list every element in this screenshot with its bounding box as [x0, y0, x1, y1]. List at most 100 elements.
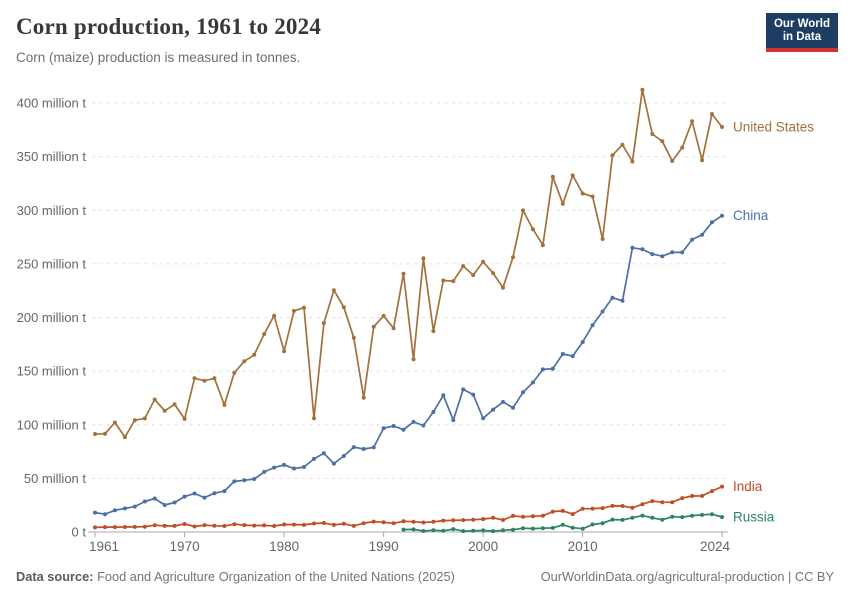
series-point-china[interactable]	[192, 491, 197, 496]
series-point-china[interactable]	[142, 499, 147, 504]
series-point-china[interactable]	[710, 220, 714, 225]
series-point-united-states[interactable]	[431, 329, 436, 334]
series-point-china[interactable]	[112, 508, 117, 513]
series-point-united-states[interactable]	[302, 305, 306, 310]
series-point-india[interactable]	[361, 521, 366, 526]
series-point-russia[interactable]	[511, 527, 515, 532]
series-point-china[interactable]	[341, 454, 346, 458]
series-point-india[interactable]	[252, 523, 257, 528]
series-point-india[interactable]	[312, 521, 316, 526]
series-label-russia[interactable]: Russia	[733, 509, 775, 524]
series-point-united-states[interactable]	[650, 132, 655, 136]
series-point-united-states[interactable]	[371, 324, 376, 329]
series-point-united-states[interactable]	[361, 395, 366, 400]
series-point-united-states[interactable]	[162, 408, 167, 413]
series-point-china[interactable]	[262, 469, 267, 474]
series-point-india[interactable]	[511, 513, 515, 518]
series-point-india[interactable]	[381, 520, 386, 525]
series-line-china[interactable]	[94, 214, 723, 516]
series-point-china[interactable]	[670, 250, 675, 255]
series-point-china[interactable]	[122, 506, 127, 511]
series-point-china[interactable]	[351, 445, 356, 450]
series-point-united-states[interactable]	[620, 142, 625, 147]
series-point-china[interactable]	[361, 447, 366, 451]
series-point-china[interactable]	[530, 380, 535, 385]
series-point-india[interactable]	[302, 522, 306, 527]
series-point-united-states[interactable]	[550, 174, 555, 179]
series-point-china[interactable]	[202, 495, 207, 500]
series-point-india[interactable]	[421, 520, 426, 525]
series-point-united-states[interactable]	[630, 159, 635, 164]
series-point-india[interactable]	[152, 523, 157, 528]
series-point-india[interactable]	[570, 512, 575, 517]
series-point-india[interactable]	[580, 506, 585, 511]
series-point-united-states[interactable]	[720, 125, 724, 129]
series-point-united-states[interactable]	[610, 153, 615, 158]
series-point-india[interactable]	[660, 500, 665, 505]
series-point-india[interactable]	[620, 504, 625, 508]
series-point-russia[interactable]	[550, 525, 555, 530]
series-point-china[interactable]	[650, 252, 655, 257]
series-point-india[interactable]	[610, 503, 615, 508]
series-point-united-states[interactable]	[481, 259, 486, 264]
series-point-united-states[interactable]	[222, 402, 227, 407]
series-point-united-states[interactable]	[212, 376, 217, 381]
series-point-india[interactable]	[272, 524, 277, 528]
series-point-china[interactable]	[600, 309, 605, 314]
series-point-china[interactable]	[312, 456, 316, 461]
series-point-india[interactable]	[530, 514, 535, 519]
series-point-united-states[interactable]	[391, 326, 396, 331]
series-point-china[interactable]	[292, 466, 296, 471]
series-point-united-states[interactable]	[262, 332, 267, 336]
series-point-united-states[interactable]	[521, 208, 525, 213]
series-point-china[interactable]	[640, 247, 645, 252]
series-point-india[interactable]	[690, 494, 695, 498]
series-point-russia[interactable]	[530, 526, 535, 531]
series-point-united-states[interactable]	[292, 308, 296, 313]
series-point-india[interactable]	[630, 505, 635, 510]
series-point-india[interactable]	[371, 519, 376, 524]
series-point-russia[interactable]	[610, 517, 615, 522]
series-point-china[interactable]	[252, 477, 257, 481]
series-point-china[interactable]	[431, 409, 436, 414]
series-point-china[interactable]	[560, 352, 565, 356]
series-point-india[interactable]	[321, 521, 326, 525]
series-point-india[interactable]	[202, 523, 207, 528]
series-label-india[interactable]: India	[733, 479, 763, 494]
series-point-united-states[interactable]	[461, 264, 466, 269]
series-point-russia[interactable]	[560, 522, 565, 527]
series-point-india[interactable]	[471, 517, 476, 522]
series-point-russia[interactable]	[521, 526, 525, 531]
series-point-china[interactable]	[381, 426, 386, 431]
series-point-united-states[interactable]	[491, 271, 496, 276]
series-point-india[interactable]	[670, 500, 675, 505]
series-point-china[interactable]	[401, 427, 406, 432]
series-point-china[interactable]	[162, 503, 167, 507]
series-point-russia[interactable]	[501, 528, 505, 533]
series-point-india[interactable]	[680, 496, 685, 501]
series-point-russia[interactable]	[650, 515, 655, 520]
series-line-russia[interactable]	[402, 513, 723, 532]
series-point-russia[interactable]	[680, 515, 685, 520]
series-point-russia[interactable]	[580, 526, 585, 531]
series-point-india[interactable]	[560, 508, 565, 513]
series-point-united-states[interactable]	[152, 397, 157, 402]
series-point-india[interactable]	[720, 484, 724, 489]
series-point-russia[interactable]	[431, 528, 436, 533]
series-point-united-states[interactable]	[242, 359, 247, 364]
series-point-united-states[interactable]	[172, 402, 177, 407]
series-point-united-states[interactable]	[192, 376, 197, 381]
series-line-india[interactable]	[94, 485, 723, 529]
series-point-united-states[interactable]	[501, 285, 505, 290]
series-point-russia[interactable]	[570, 525, 575, 530]
series-label-china[interactable]: China	[733, 208, 769, 223]
series-point-india[interactable]	[501, 518, 505, 522]
series-point-india[interactable]	[550, 509, 555, 514]
series-point-united-states[interactable]	[401, 271, 406, 276]
series-point-united-states[interactable]	[142, 416, 147, 421]
series-point-china[interactable]	[570, 354, 575, 359]
series-point-china[interactable]	[610, 295, 615, 300]
series-point-china[interactable]	[580, 340, 585, 344]
series-point-china[interactable]	[321, 451, 326, 456]
owid-logo[interactable]: Our World in Data	[765, 13, 838, 52]
